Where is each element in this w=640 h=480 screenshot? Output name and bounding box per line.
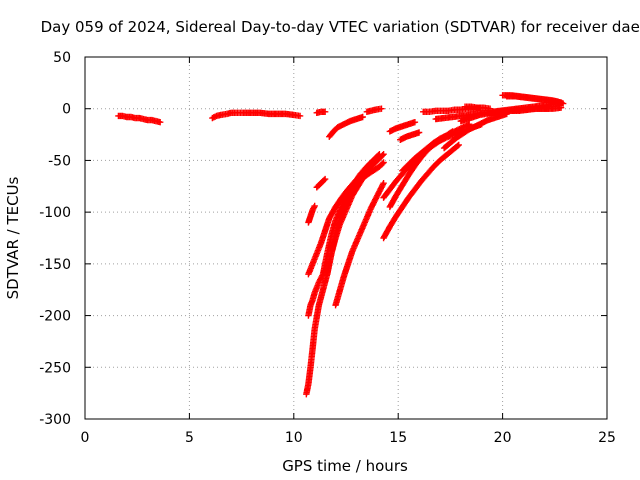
data-point <box>415 129 423 136</box>
series-arc17 <box>386 118 419 135</box>
axes: 0 5 10 15 20 25 50 0 -50 -100 -150 -200 -250 -300 <box>39 50 616 446</box>
series-arc11 <box>324 159 387 278</box>
data-point <box>320 176 328 184</box>
x-tick-label: 20 <box>494 430 512 446</box>
series-arc18 <box>397 129 423 143</box>
data-point <box>454 142 461 149</box>
series-arc4 <box>326 113 366 140</box>
series-arc21 <box>440 110 510 152</box>
data-point <box>359 113 366 121</box>
y-tick-label: -250 <box>39 360 71 376</box>
data-points <box>115 92 567 398</box>
x-axis-label: GPS time / hours <box>282 457 408 475</box>
data-point <box>376 154 383 161</box>
y-tick-label: -300 <box>39 412 71 428</box>
x-tick-label: 15 <box>389 430 407 446</box>
series-arc9 <box>305 202 318 226</box>
y-tick-label: 0 <box>62 102 71 118</box>
series-arc3 <box>313 108 329 117</box>
series-arc1 <box>115 112 164 126</box>
plot-frame <box>84 56 608 420</box>
y-tick-label: -200 <box>39 309 71 325</box>
series-arc5 <box>363 105 385 116</box>
data-point <box>380 179 387 187</box>
y-tick-label: -50 <box>48 153 71 169</box>
y-axis-label: SDTVAR / TECUs <box>4 176 22 299</box>
data-point <box>555 100 563 107</box>
data-point <box>380 159 387 166</box>
y-tick-label: -150 <box>39 257 71 273</box>
data-point <box>311 202 318 210</box>
x-tick-label: 10 <box>285 430 303 446</box>
series-arc13 <box>380 141 462 242</box>
data-point <box>375 154 382 162</box>
x-tick-label: 25 <box>598 430 616 446</box>
x-tick-label: 5 <box>185 430 194 446</box>
chart-title: Day 059 of 2024, Sidereal Day-to-day VTE… <box>41 18 640 36</box>
data-point <box>156 118 164 126</box>
series-arc2 <box>209 109 304 122</box>
data-point <box>455 141 462 149</box>
x-tick-label: 0 <box>81 430 90 446</box>
series-arc10 <box>313 175 329 191</box>
data-point <box>296 112 304 120</box>
data-point <box>321 175 329 183</box>
data-point <box>321 108 329 116</box>
y-tick-label: -100 <box>39 205 71 221</box>
data-point <box>378 105 385 112</box>
data-point <box>411 118 419 126</box>
series-arc12 <box>332 179 387 309</box>
data-point <box>379 160 386 167</box>
series-arc7 <box>305 151 383 319</box>
series-arc23 <box>461 103 494 112</box>
y-tick-label: 50 <box>53 50 71 66</box>
series-arc26 <box>488 100 563 116</box>
